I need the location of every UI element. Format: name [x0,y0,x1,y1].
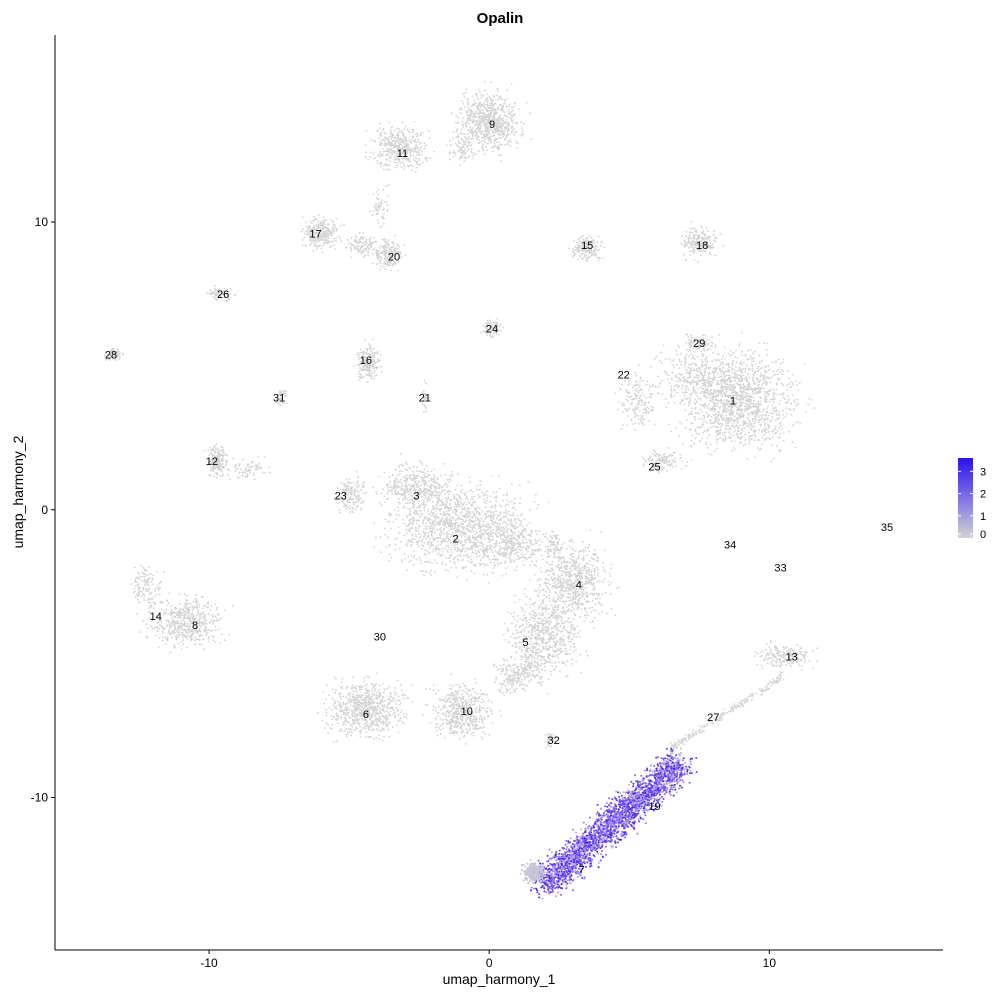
cluster-label: 32 [547,735,559,747]
cluster-label: 33 [774,562,786,574]
cluster-label: 19 [648,801,660,813]
cluster-label: 1 [730,395,736,407]
cluster-label: 25 [648,462,660,474]
y-tick-label: 0 [41,503,48,517]
y-tick-label: -10 [31,791,49,805]
cluster-label: 21 [419,393,431,405]
cluster-label: 15 [581,240,593,252]
cluster-label: 9 [489,119,495,131]
chart-title: Opalin [477,10,524,27]
cluster-label: 26 [217,289,229,301]
x-tick-label: 0 [486,956,493,970]
cluster-label: 10 [461,706,473,718]
cluster-label: 20 [388,252,400,264]
cluster-label: 29 [693,338,705,350]
cluster-label: 17 [309,229,321,241]
color-legend: 0 1 2 3 [958,458,986,541]
cluster-label: 6 [363,709,369,721]
legend-colorbar [958,458,973,538]
legend-ticks: 0 1 2 3 [958,466,986,541]
cluster-labels: 1234567891011121314151617181920212223242… [105,119,893,876]
cluster-label: 27 [707,712,719,724]
expressing-cells [519,747,698,900]
x-tick-label: 10 [763,956,777,970]
cluster-label: 22 [618,370,630,382]
cluster-label: 8 [192,620,198,632]
cluster-label: 31 [273,393,285,405]
cluster-label: 2 [453,534,459,546]
legend-tick-label: 1 [980,511,986,523]
cluster-label: 7 [579,864,585,876]
cluster-label: 14 [150,611,162,623]
cluster-label: 35 [881,522,893,534]
cluster-label: 4 [576,580,582,592]
cluster-label: 13 [786,652,798,664]
axis-ticks: -10 0 10 -10 0 10 [31,215,777,970]
x-axis-label: umap_harmony_1 [443,971,556,987]
cluster-label: 23 [335,490,347,502]
cluster-label: 24 [486,324,498,336]
legend-tick-label: 2 [980,489,986,501]
x-tick-label: -10 [200,956,218,970]
points-layer [103,81,819,900]
legend-tick-label: 0 [980,529,986,541]
cluster-label: 16 [360,355,372,367]
legend-tick-label: 3 [980,466,986,478]
y-axis-label: umap_harmony_2 [10,435,26,548]
cluster-label: 30 [374,631,386,643]
cluster-label: 18 [696,240,708,252]
cluster-label: 12 [206,456,218,468]
cluster-label: 34 [724,539,736,551]
cluster-label: 28 [105,349,117,361]
grey-cells [103,81,819,774]
y-tick-label: 10 [35,215,49,229]
cluster-label: 11 [397,148,408,160]
cluster-label: 3 [413,490,419,502]
cluster-label: 5 [523,637,529,649]
